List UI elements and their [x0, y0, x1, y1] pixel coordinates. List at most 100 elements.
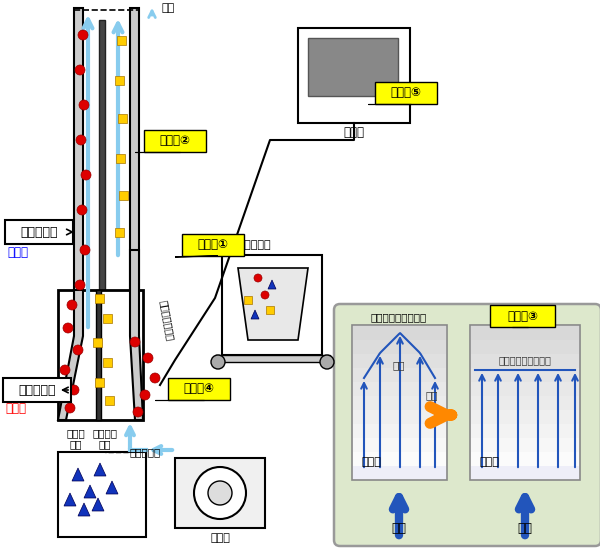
Bar: [182, 234, 244, 256]
Text: シャイニーム部: シャイニーム部: [158, 299, 175, 341]
Polygon shape: [64, 493, 76, 506]
Text: 新技術⑤: 新技術⑤: [391, 87, 421, 100]
Text: 制御盤: 制御盤: [343, 127, 365, 139]
Circle shape: [63, 323, 73, 333]
Circle shape: [261, 291, 269, 299]
Bar: [96, 290, 101, 420]
Circle shape: [133, 407, 143, 417]
Circle shape: [150, 373, 160, 383]
Bar: [353, 396, 446, 410]
Polygon shape: [175, 256, 218, 257]
Bar: [105, 396, 114, 405]
Bar: [471, 396, 579, 410]
Circle shape: [80, 245, 90, 255]
Bar: [353, 354, 446, 368]
Circle shape: [65, 403, 75, 413]
Circle shape: [320, 355, 334, 369]
Polygon shape: [78, 503, 90, 516]
Bar: [352, 325, 447, 480]
Bar: [74, 8, 83, 336]
Circle shape: [208, 481, 232, 505]
Text: 第１カラム: 第１カラム: [18, 383, 56, 397]
Text: 空気: 空気: [392, 521, 407, 534]
Text: 第２カラム: 第２カラム: [20, 225, 58, 239]
Text: 低比重
粒子: 低比重 粒子: [67, 428, 85, 450]
Bar: [353, 326, 446, 340]
Bar: [353, 410, 446, 424]
Polygon shape: [84, 485, 96, 498]
Bar: [144, 130, 206, 152]
Bar: [3, 378, 71, 402]
Circle shape: [143, 353, 153, 363]
Text: 新技術④: 新技術④: [184, 382, 215, 396]
Bar: [103, 314, 112, 323]
Polygon shape: [94, 463, 106, 476]
Circle shape: [75, 280, 85, 290]
Text: フラットな断面風速: フラットな断面風速: [499, 355, 551, 365]
Text: 空気: 空気: [517, 521, 533, 534]
Bar: [471, 326, 579, 340]
Bar: [471, 424, 579, 438]
Bar: [58, 290, 143, 420]
Text: 新技術①: 新技術①: [197, 239, 229, 251]
Text: 低風速: 低風速: [7, 246, 28, 258]
Circle shape: [140, 390, 150, 400]
Text: 連続供給フィーダー: 連続供給フィーダー: [212, 240, 272, 250]
Bar: [353, 368, 446, 382]
Bar: [130, 8, 139, 288]
Bar: [103, 358, 112, 367]
Text: カラム: カラム: [480, 457, 500, 467]
Bar: [298, 28, 410, 123]
Text: 中間比重
粒子: 中間比重 粒子: [92, 428, 118, 450]
Circle shape: [81, 170, 91, 180]
Circle shape: [254, 274, 262, 282]
Bar: [117, 36, 126, 45]
Text: 新技術③: 新技術③: [507, 310, 538, 322]
Bar: [115, 228, 124, 237]
Polygon shape: [72, 468, 84, 481]
Circle shape: [130, 337, 140, 347]
Text: 送風機: 送風機: [210, 533, 230, 543]
Bar: [471, 354, 579, 368]
Bar: [119, 191, 128, 200]
Text: 遅い: 遅い: [426, 390, 438, 400]
Circle shape: [60, 365, 70, 375]
Bar: [308, 38, 398, 96]
Circle shape: [194, 467, 246, 519]
Bar: [116, 154, 125, 163]
Bar: [471, 340, 579, 354]
Bar: [266, 306, 274, 314]
Polygon shape: [130, 250, 143, 420]
Bar: [222, 255, 322, 355]
Circle shape: [211, 355, 225, 369]
Bar: [95, 294, 104, 303]
Bar: [470, 325, 580, 480]
Bar: [99, 20, 105, 336]
Bar: [353, 340, 446, 354]
Bar: [95, 378, 104, 387]
Circle shape: [67, 300, 77, 310]
Bar: [244, 296, 252, 304]
Circle shape: [73, 345, 83, 355]
Bar: [5, 220, 73, 244]
Bar: [471, 368, 579, 382]
Circle shape: [69, 385, 79, 395]
Bar: [353, 452, 446, 466]
Bar: [93, 338, 102, 347]
Bar: [175, 458, 265, 528]
Text: 高比重粒子: 高比重粒子: [130, 447, 161, 457]
Circle shape: [76, 135, 86, 145]
Bar: [471, 382, 579, 396]
Polygon shape: [251, 310, 259, 319]
Bar: [118, 114, 127, 123]
Polygon shape: [106, 481, 118, 494]
FancyBboxPatch shape: [334, 304, 600, 546]
Bar: [168, 378, 230, 400]
Polygon shape: [238, 268, 308, 340]
Bar: [58, 452, 146, 537]
Polygon shape: [92, 498, 104, 511]
Circle shape: [78, 30, 88, 40]
Circle shape: [79, 100, 89, 110]
Text: 本装置の管内断面風速: 本装置の管内断面風速: [494, 312, 556, 322]
Polygon shape: [215, 355, 330, 362]
